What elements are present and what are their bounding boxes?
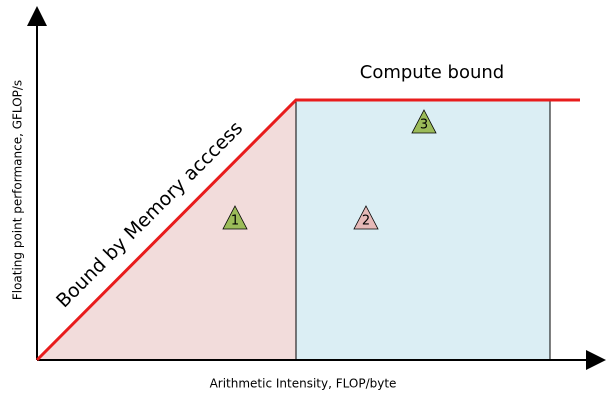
y-axis-label: Floating point performance, GFLOP/s xyxy=(11,80,25,300)
roofline xyxy=(35,98,580,362)
marker-label: 2 xyxy=(362,214,370,229)
marker-label: 1 xyxy=(231,214,239,229)
x-axis-label: Arithmetic Intensity, FLOP/byte xyxy=(210,377,397,391)
marker-label: 3 xyxy=(420,118,428,133)
marker-triangle xyxy=(353,205,379,230)
marker-triangle xyxy=(411,109,437,134)
compute-region xyxy=(295,99,551,361)
marker-triangle xyxy=(222,205,248,230)
compute-bound-label: Compute bound xyxy=(360,62,504,83)
